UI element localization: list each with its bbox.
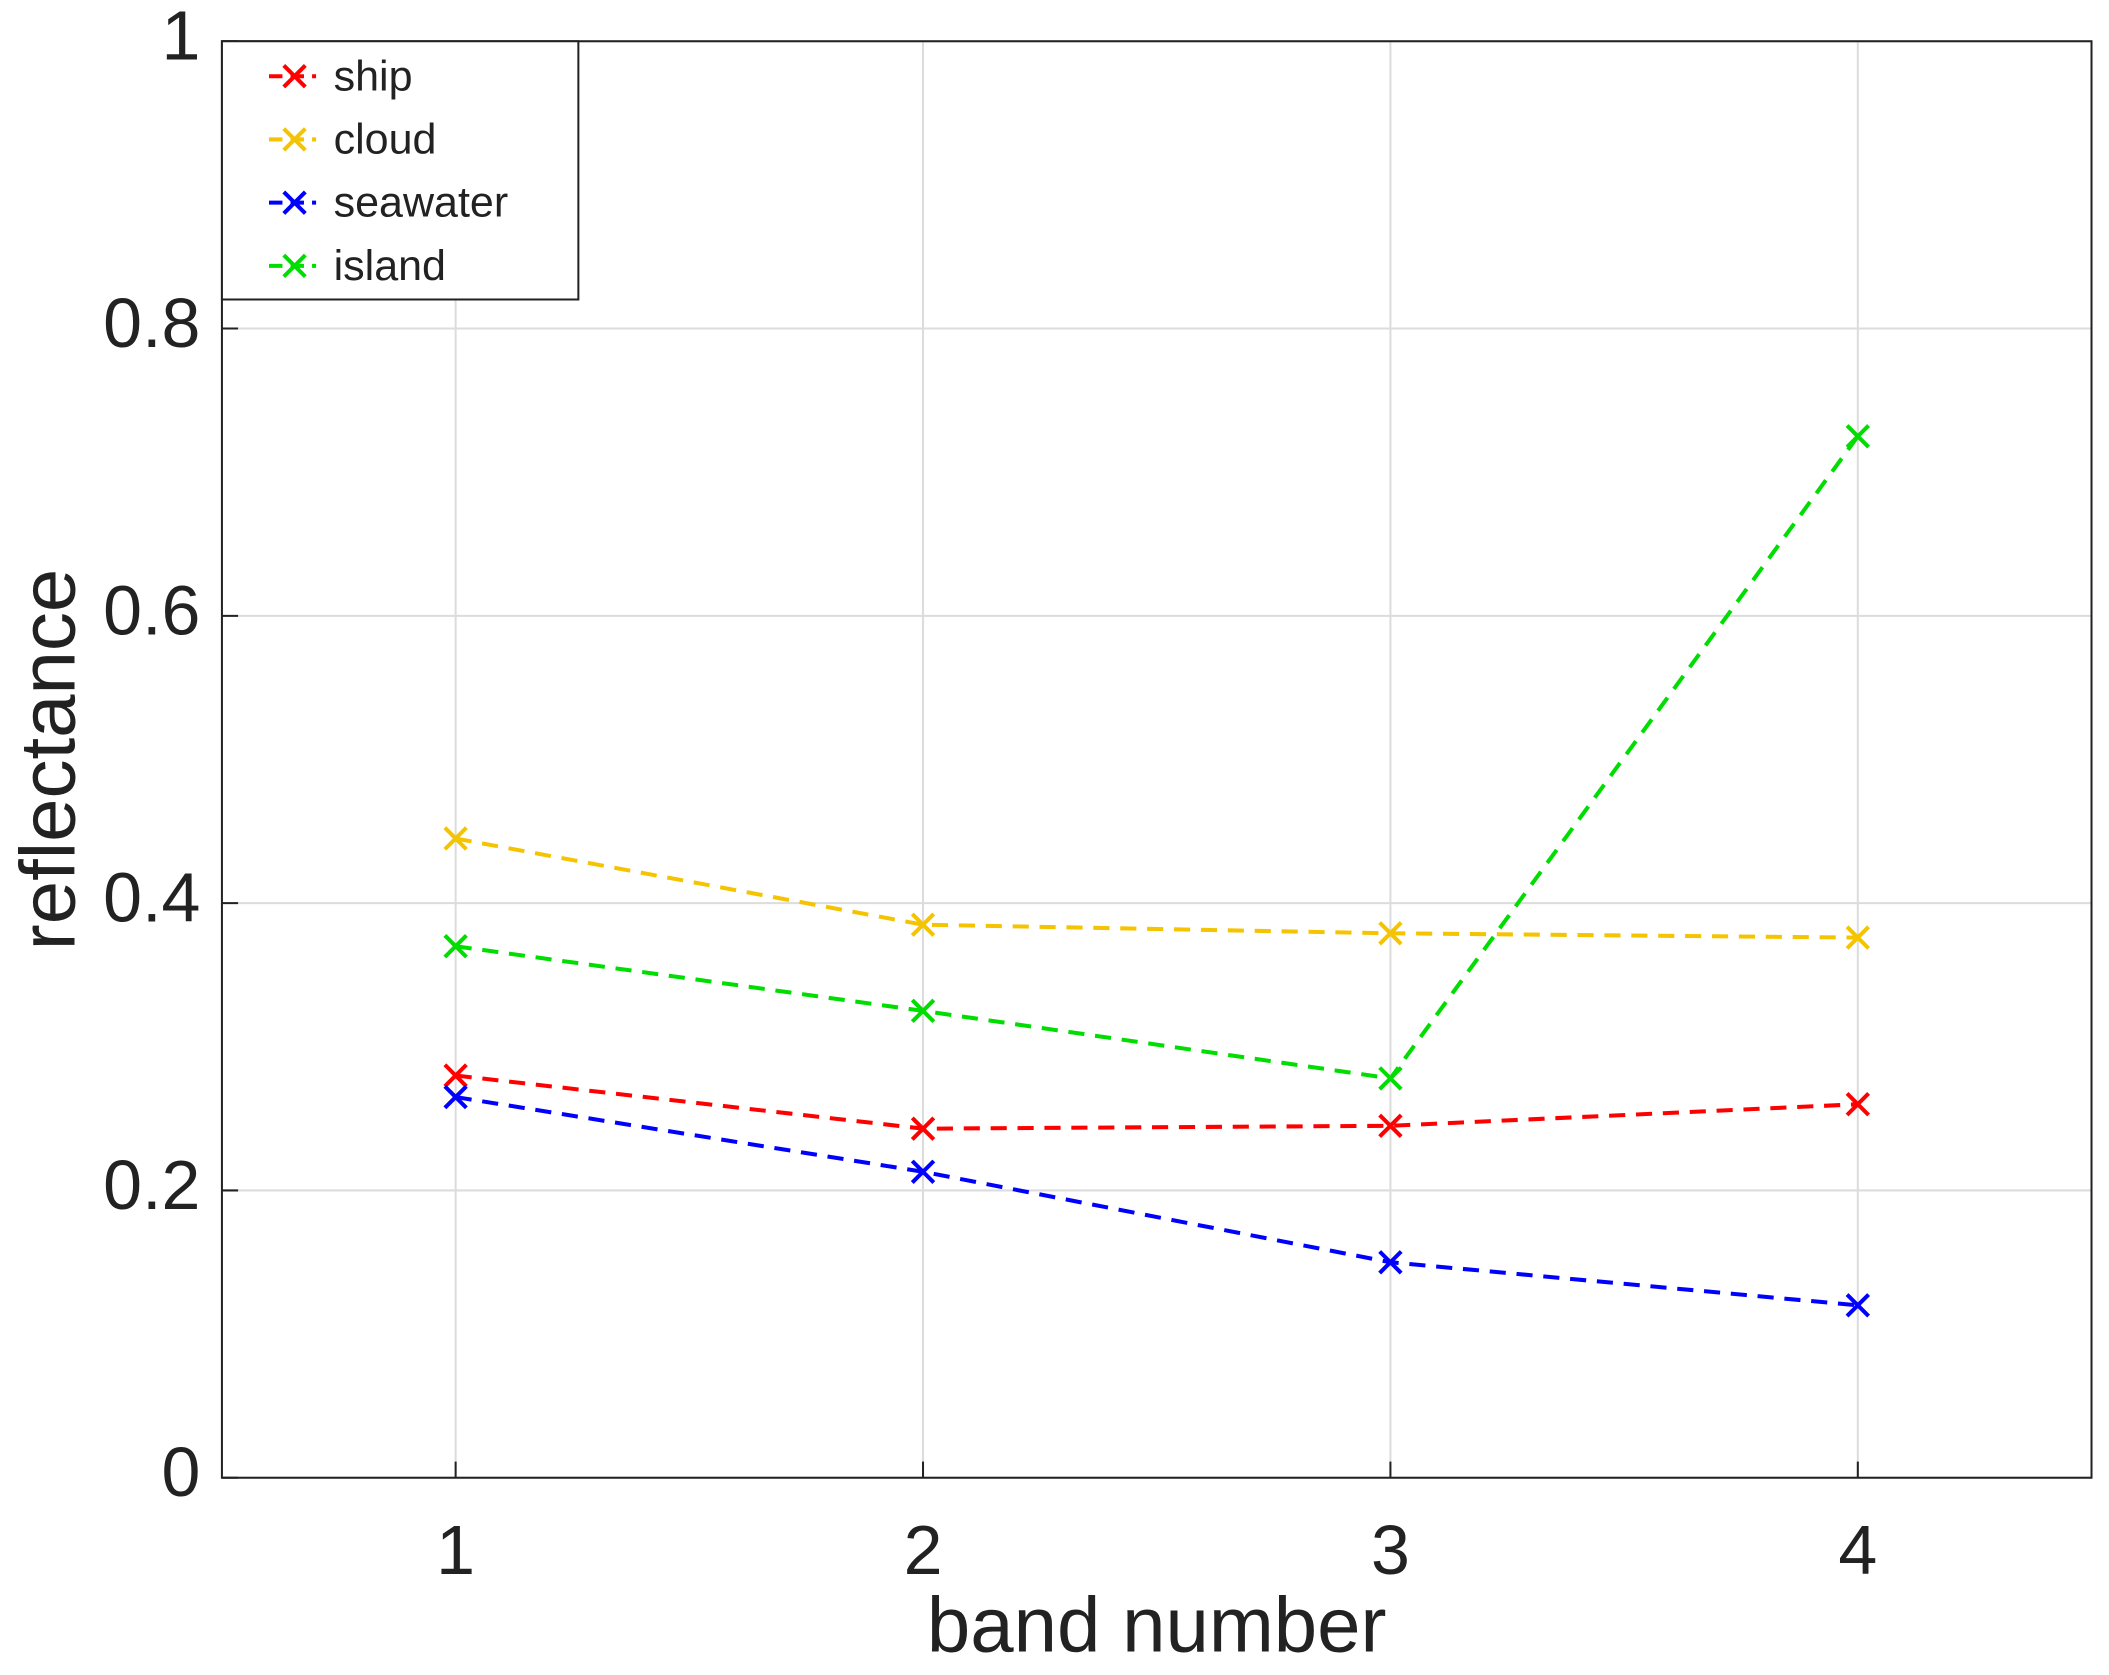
y-tick-label: 1 [162, 0, 201, 75]
marker [443, 1063, 468, 1088]
legend-marker [282, 127, 307, 152]
x-tick-label: 1 [436, 1511, 475, 1589]
y-tick-label: 0.6 [103, 571, 200, 649]
y-tick-label: 0.2 [103, 1146, 200, 1224]
legend-marker [282, 64, 307, 89]
marker [443, 1084, 468, 1110]
marker [1845, 1092, 1871, 1117]
marker [1378, 1066, 1403, 1091]
y-tick-label: 0.4 [103, 859, 200, 937]
marker [910, 1159, 936, 1184]
y-tick-label: 0.8 [103, 284, 200, 362]
series-line [455, 1095, 1859, 1308]
marker [443, 826, 468, 851]
x-tick-label: 3 [1371, 1511, 1410, 1589]
marker [1845, 1293, 1871, 1318]
y-axis-label: reflectance [3, 569, 91, 951]
marker [1845, 925, 1871, 950]
legend-label: ship [334, 52, 413, 100]
x-tick-label: 2 [904, 1511, 943, 1589]
x-tick-label: 4 [1838, 1511, 1877, 1589]
series-line [455, 836, 1858, 940]
marker [1378, 1113, 1403, 1138]
legend-marker [282, 190, 307, 215]
marker [910, 912, 936, 937]
marker [1845, 424, 1871, 449]
marker [443, 934, 468, 959]
y-tick-label: 0 [162, 1433, 201, 1511]
marker [910, 998, 936, 1024]
legend-label: cloud [334, 115, 437, 163]
marker [1378, 1250, 1403, 1275]
series-line [455, 435, 1860, 1081]
series-line [455, 1073, 1858, 1131]
legend: ship cloud seawater island [220, 40, 580, 301]
marker [910, 1116, 936, 1141]
legend-label: island [334, 242, 446, 290]
legend-box [220, 40, 580, 301]
legend-label: seawater [334, 179, 509, 227]
legend-marker [282, 253, 307, 279]
marker [1378, 921, 1403, 946]
x-axis-label: band number [927, 1581, 1387, 1669]
plot-frame [220, 40, 2093, 1479]
